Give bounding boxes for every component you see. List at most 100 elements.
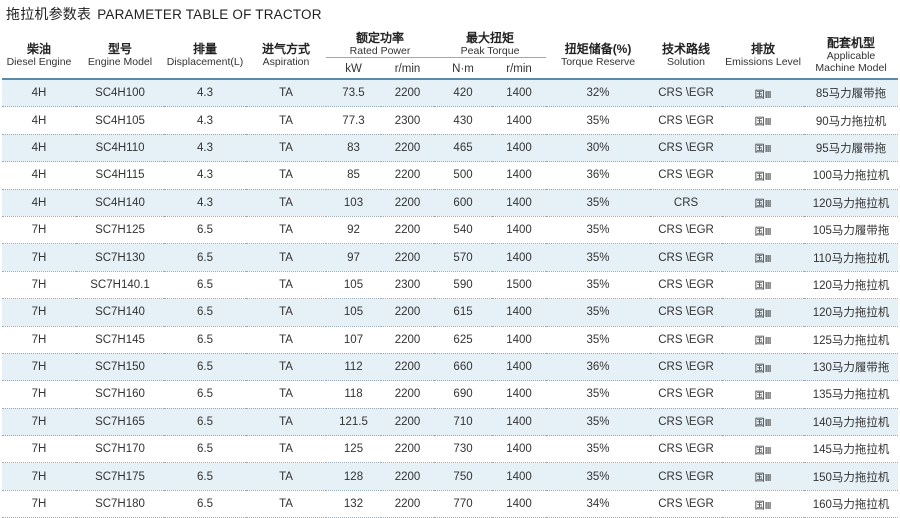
cell-machine: 110马力拖拉机 — [804, 243, 899, 272]
table-row: 7H SC7H130 6.5 TA 97 2200 570 1400 35% CRS \EGR 国Ⅲ… — [2, 243, 899, 272]
cell-displacement: 4.3 — [164, 189, 246, 217]
cell-machine: 120马力拖拉机 — [804, 189, 899, 217]
cell-model: SC7H150 — [76, 353, 164, 382]
cell-torque-reserve: 35% — [546, 216, 651, 245]
cell-displacement: 6.5 — [164, 490, 246, 518]
cell-machine: 145马力拖拉机 — [804, 435, 899, 464]
cell-engine: 7H — [2, 435, 76, 464]
cell-torque-reserve: 36% — [546, 161, 651, 190]
header-solution: 技术路线 Solution — [650, 31, 723, 80]
cell-engine: 4H — [2, 79, 76, 108]
cell-power-kw: 85 — [326, 161, 381, 190]
cell-power-rpm: 2300 — [381, 271, 435, 300]
cell-emissions: 国Ⅲ — [722, 380, 805, 409]
cell-power-rpm: 2200 — [381, 408, 435, 437]
table-row: 4H SC4H105 4.3 TA 77.3 2300 430 1400 35% CRS \EGR… — [2, 106, 899, 135]
cell-solution: CRS \EGR — [650, 216, 723, 245]
cell-model: SC7H165 — [76, 408, 164, 437]
cell-emissions: 国Ⅲ — [722, 79, 805, 108]
cell-engine: 4H — [2, 189, 76, 217]
cell-displacement: 4.3 — [164, 134, 246, 163]
cell-aspiration: TA — [246, 106, 326, 135]
cell-power-rpm: 2300 — [381, 106, 435, 135]
cell-power-kw: 97 — [326, 243, 381, 272]
cell-power-kw: 105 — [326, 271, 381, 300]
cell-power-rpm: 2200 — [381, 435, 435, 464]
cell-machine: 120马力拖拉机 — [804, 271, 899, 300]
parameter-table: 柴油 Diesel Engine 型号 Engine Model 排量 Displac… — [2, 31, 899, 518]
cell-machine: 130马力履带拖 — [804, 353, 899, 382]
cell-emissions: 国Ⅲ — [722, 161, 805, 190]
cell-engine: 7H — [2, 243, 76, 272]
cell-power-rpm: 2200 — [381, 134, 435, 163]
table-row: 7H SC7H140 6.5 TA 105 2200 615 1400 35% CRS \EGR 国… — [2, 298, 899, 327]
cell-solution: CRS \EGR — [650, 380, 723, 409]
cell-displacement: 4.3 — [164, 106, 246, 135]
cell-machine: 95马力履带拖 — [804, 134, 899, 163]
cell-engine: 7H — [2, 298, 76, 327]
table-row: 7H SC7H125 6.5 TA 92 2200 540 1400 35% CRS \EGR 国Ⅲ… — [2, 216, 899, 245]
cell-power-rpm: 2200 — [381, 243, 435, 272]
cell-torque-rpm: 1400 — [492, 408, 547, 437]
cell-machine: 160马力拖拉机 — [804, 490, 899, 518]
cell-solution: CRS \EGR — [650, 353, 723, 382]
cell-engine: 7H — [2, 216, 76, 245]
cell-torque-nm: 430 — [434, 106, 493, 135]
cell-torque-rpm: 1400 — [492, 106, 547, 135]
cell-torque-rpm: 1400 — [492, 490, 547, 518]
cell-power-kw: 92 — [326, 216, 381, 245]
header-power-rpm: r/min — [381, 57, 435, 80]
cell-displacement: 6.5 — [164, 326, 246, 354]
cell-machine: 150马力拖拉机 — [804, 462, 899, 491]
cell-torque-nm: 600 — [434, 189, 493, 217]
cell-torque-rpm: 1400 — [492, 216, 547, 245]
table-row: 4H SC4H140 4.3 TA 103 2200 600 1400 35% CRS 国Ⅲ 120马… — [2, 189, 899, 217]
cell-power-rpm: 2200 — [381, 490, 435, 518]
cell-torque-reserve: 35% — [546, 298, 651, 327]
cell-model: SC7H140 — [76, 298, 164, 327]
cell-model: SC7H175 — [76, 462, 164, 491]
cell-displacement: 6.5 — [164, 216, 246, 245]
table-row: 7H SC7H180 6.5 TA 132 2200 770 1400 34% CRS \EGR 国… — [2, 490, 899, 518]
table-row: 4H SC4H100 4.3 TA 73.5 2200 420 1400 32% CRS \EGR… — [2, 79, 899, 108]
cell-model: SC7H170 — [76, 435, 164, 464]
cell-torque-nm: 660 — [434, 353, 493, 382]
cell-aspiration: TA — [246, 161, 326, 190]
cell-aspiration: TA — [246, 134, 326, 163]
cell-emissions: 国Ⅲ — [722, 271, 805, 300]
cell-displacement: 6.5 — [164, 298, 246, 327]
cell-power-kw: 121.5 — [326, 408, 381, 437]
cell-torque-nm: 540 — [434, 216, 493, 245]
header-aspiration: 进气方式 Aspiration — [246, 31, 326, 80]
table-row: 7H SC7H170 6.5 TA 125 2200 730 1400 35% CRS \EGR 国… — [2, 435, 899, 464]
cell-torque-nm: 770 — [434, 490, 493, 518]
cell-model: SC7H125 — [76, 216, 164, 245]
cell-torque-reserve: 35% — [546, 189, 651, 217]
cell-aspiration: TA — [246, 243, 326, 272]
table-row: 7H SC7H160 6.5 TA 118 2200 690 1400 35% CRS \EGR 国… — [2, 380, 899, 409]
header-torque-reserve: 扭矩储备(%) Torque Reserve — [546, 31, 651, 80]
cell-torque-rpm: 1400 — [492, 435, 547, 464]
cell-power-kw: 125 — [326, 435, 381, 464]
cell-machine: 140马力拖拉机 — [804, 408, 899, 437]
cell-emissions: 国Ⅲ — [722, 189, 805, 217]
cell-torque-nm: 590 — [434, 271, 493, 300]
header-emissions: 排放 Emissions Level — [722, 31, 805, 80]
cell-solution: CRS \EGR — [650, 490, 723, 518]
cell-torque-rpm: 1400 — [492, 462, 547, 491]
cell-torque-rpm: 1400 — [492, 353, 547, 382]
cell-solution: CRS \EGR — [650, 134, 723, 163]
cell-torque-reserve: 35% — [546, 462, 651, 491]
cell-engine: 7H — [2, 326, 76, 354]
cell-power-rpm: 2200 — [381, 161, 435, 190]
cell-displacement: 6.5 — [164, 435, 246, 464]
cell-power-rpm: 2200 — [381, 216, 435, 245]
cell-torque-reserve: 34% — [546, 490, 651, 518]
table-row: 4H SC4H110 4.3 TA 83 2200 465 1400 30% CRS \EGR 国Ⅲ… — [2, 134, 899, 163]
cell-torque-nm: 710 — [434, 408, 493, 437]
cell-emissions: 国Ⅲ — [722, 216, 805, 245]
cell-engine: 4H — [2, 134, 76, 163]
cell-torque-rpm: 1400 — [492, 134, 547, 163]
cell-torque-rpm: 1400 — [492, 326, 547, 354]
cell-model: SC7H180 — [76, 490, 164, 518]
